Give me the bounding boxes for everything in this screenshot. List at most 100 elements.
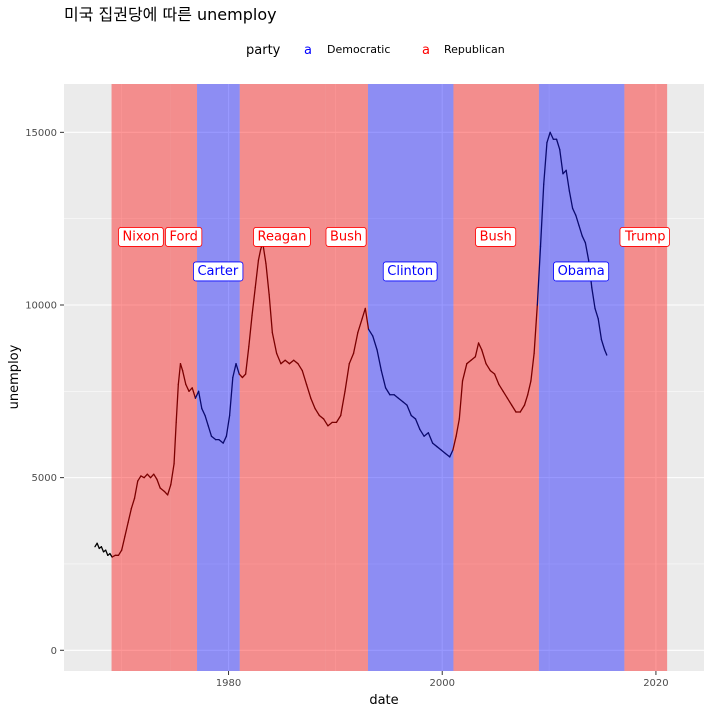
president-label-text: Nixon [123, 229, 160, 244]
president-label-box [118, 227, 164, 247]
president-label-box [619, 227, 670, 247]
president-label-carter: Carter [193, 261, 244, 282]
plot-panel [64, 84, 704, 671]
line-segment [149, 473, 155, 479]
line-segment [536, 245, 542, 306]
line-segment [493, 373, 500, 386]
y-tick-label: 0 [51, 646, 57, 657]
line-segment [477, 342, 483, 351]
line-segment [218, 439, 224, 444]
term-band-reagan [239, 84, 326, 671]
line-segment [546, 131, 551, 144]
line-segment [568, 190, 574, 209]
line-segment [498, 383, 504, 392]
president-label-reagan: Reagan [253, 227, 311, 247]
line-segment [466, 359, 472, 365]
line-segment [146, 473, 152, 479]
line-segment [376, 349, 382, 372]
line-segment [431, 442, 438, 448]
line-segment [100, 546, 105, 553]
line-segment [181, 369, 187, 386]
line-segment [575, 214, 580, 227]
president-label-box [475, 227, 517, 247]
president-label-obama: Obama [553, 261, 610, 282]
line-segment [159, 487, 166, 493]
line-segment [232, 363, 237, 379]
line-segment [461, 363, 468, 382]
line-segment [225, 414, 231, 437]
president-label-clinton: Clinton [382, 261, 438, 282]
president-labels: Nixon Ford Carter Reagan Bush Clinton Bush Obam… [118, 227, 670, 282]
line-segment [384, 387, 391, 396]
x-tick-label: 2000 [430, 678, 455, 689]
president-label-box [193, 261, 244, 282]
line-segment [121, 535, 126, 551]
line-segment [452, 435, 457, 451]
president-label-box [253, 227, 311, 247]
line-segment [444, 452, 451, 458]
line-segment [156, 478, 161, 489]
president-label-text: Clinton [387, 264, 433, 279]
term-band-trump [624, 84, 668, 671]
line-segment [275, 352, 282, 365]
president-label-ford: Ford [165, 227, 203, 247]
line-segment [271, 331, 278, 354]
line-segment [419, 428, 425, 437]
line-segment [361, 307, 366, 320]
president-label-text: Obama [558, 264, 605, 279]
line-segment [470, 356, 477, 361]
line-segment [127, 508, 132, 524]
line-segment [485, 363, 491, 372]
line-segment [449, 449, 454, 458]
gridlines [64, 84, 704, 671]
line-segment [194, 390, 200, 399]
line-segment [222, 435, 228, 444]
line-segment [297, 363, 303, 372]
line-segment [254, 259, 260, 289]
line-segment [288, 359, 295, 365]
line-segment [340, 390, 346, 417]
line-segment [207, 425, 213, 437]
line-segment [519, 404, 526, 413]
line-segment [314, 407, 321, 417]
line-segment [406, 404, 412, 417]
line-segment [105, 549, 109, 556]
line-segment [423, 432, 429, 437]
line-segment [591, 287, 596, 310]
term-band-nixon [111, 84, 171, 671]
y-tick-label: 10000 [25, 300, 57, 311]
line-segment [268, 293, 273, 334]
line-segment [571, 207, 577, 216]
legend-key-democratic: a [304, 43, 312, 58]
line-segment [455, 418, 460, 437]
line-segment [436, 445, 442, 451]
x-tick-label: 2020 [643, 678, 668, 689]
line-segment [293, 359, 299, 365]
y-tick-label: 5000 [32, 473, 57, 484]
line-segment [410, 414, 417, 420]
line-segment [322, 418, 329, 427]
term-band-obama [538, 84, 625, 671]
legend-title: party [246, 43, 281, 58]
line-segment [284, 359, 291, 365]
line-segment [597, 318, 603, 341]
legend-label-republican: Republican [444, 43, 505, 56]
president-label-box [325, 227, 367, 247]
line-segment [367, 328, 374, 337]
line-segment [549, 131, 554, 140]
unemploy-line [94, 131, 608, 558]
line-segment [481, 349, 487, 365]
line-segment [257, 249, 262, 261]
line-segment [265, 262, 270, 296]
line-segment [210, 435, 217, 441]
line-segment [578, 224, 583, 237]
legend-label-democratic: Democratic [327, 43, 390, 56]
president-label-nixon: Nixon [118, 227, 164, 247]
line-segment [248, 314, 253, 348]
line-segment [197, 390, 203, 410]
line-segment [244, 345, 250, 375]
y-tick-label: 15000 [25, 128, 57, 139]
line-segment [170, 463, 175, 486]
line-segment [427, 432, 434, 444]
